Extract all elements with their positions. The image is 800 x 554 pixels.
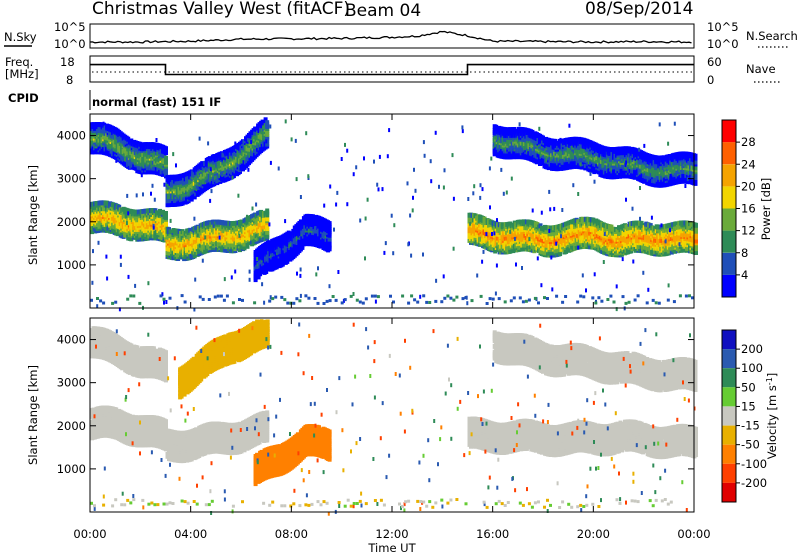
noise-tick-top-left: 10^5	[54, 20, 86, 34]
beam-label: Beam 04	[345, 1, 421, 21]
frequency-panel: Freq. [MHz] 18 8 60 0 Nave	[5, 55, 780, 87]
range-cell	[164, 155, 168, 161]
noise-frame	[89, 23, 695, 49]
range-cell	[327, 221, 332, 227]
nsearch-label: N.Search	[746, 29, 798, 43]
freq-tick-bottom: 8	[66, 73, 73, 87]
freq-unit-label: [MHz]	[5, 67, 39, 81]
noise-tick-top-right: 10^5	[707, 20, 739, 34]
range-cell	[185, 183, 190, 189]
noise-tick-bottom-left: 10^0	[54, 37, 86, 51]
nave-label: Nave	[746, 62, 776, 76]
freq-label: Freq.	[5, 55, 33, 69]
range-cell	[168, 229, 173, 235]
nsky-label: N.Sky	[4, 30, 37, 44]
range-cell	[265, 208, 270, 214]
frequency-frame	[89, 55, 695, 83]
range-cell	[265, 224, 270, 229]
cpid-value: normal (fast) 151 IF	[92, 95, 221, 109]
cpid-label: CPID	[8, 91, 39, 105]
freq-tick-top: 18	[60, 55, 75, 69]
range-cell	[188, 227, 193, 233]
range-cell	[164, 211, 168, 216]
range-cell	[164, 159, 168, 165]
range-cell	[186, 186, 191, 192]
range-cell	[117, 204, 122, 210]
nave-tick-top: 60	[707, 55, 722, 69]
noise-panel: N.Sky 10^5 10^0 10^5 10^0 N.Search	[4, 20, 798, 51]
range-cell	[141, 146, 146, 152]
date-label: 08/Sep/2014	[585, 0, 693, 19]
station-title: Christmas Valley West (fitACF)	[92, 0, 350, 19]
nave-tick-bottom: 0	[707, 73, 714, 87]
frequency-series-line	[90, 63, 694, 76]
noise-tick-bottom-right: 10^0	[707, 37, 739, 51]
range-cell	[164, 146, 168, 152]
range-cell	[126, 136, 131, 142]
range-cell	[191, 170, 196, 176]
nsky-series-line	[89, 30, 692, 44]
power-marks	[90, 117, 698, 312]
range-cell	[115, 140, 120, 146]
range-cell	[129, 138, 134, 144]
range-cell	[265, 120, 270, 126]
